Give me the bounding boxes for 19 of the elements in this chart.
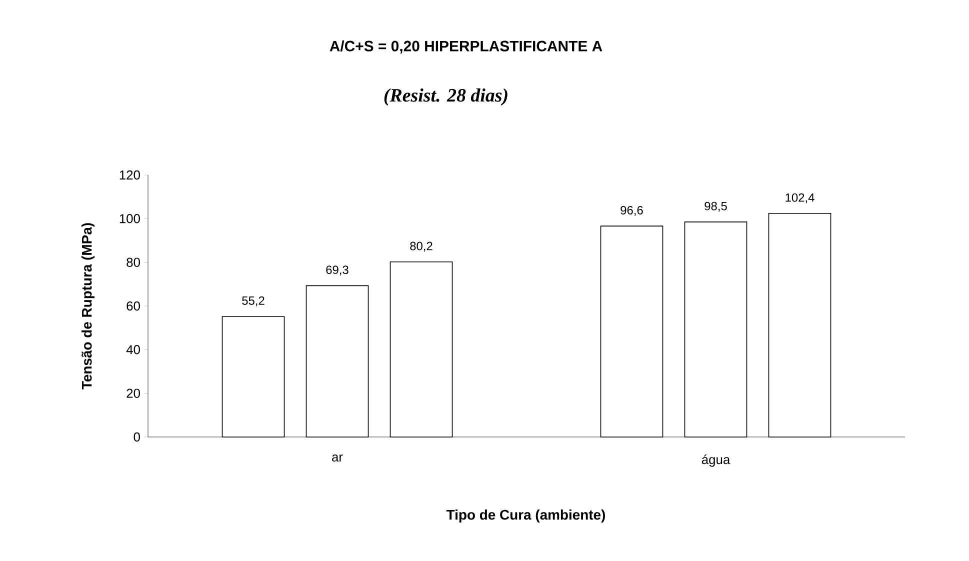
chart-title: A/C+S = 0,20 HIPERPLASTIFICANTE A (330, 40, 602, 54)
y-tick-label: 40 (126, 345, 140, 354)
y-tick-label: 120 (120, 170, 140, 180)
chart-subtitle: (Resist. 28 dias) (384, 88, 508, 106)
data-label: 69,3 (326, 266, 348, 276)
x-tick-label: água (702, 454, 730, 467)
data-label: 102,4 (786, 193, 814, 204)
y-tick-label: 0 (134, 432, 140, 442)
y-tick-label: 100 (120, 214, 140, 224)
data-label: 98,5 (704, 202, 727, 212)
x-tick-label: ar (332, 454, 343, 462)
y-tick-label: 80 (126, 258, 140, 267)
data-label: 80,2 (410, 242, 432, 252)
data-label: 55,2 (242, 296, 264, 306)
y-axis-title: Tensão de Ruptura (MPa) (82, 223, 95, 390)
data-label: 96,6 (620, 206, 643, 216)
x-axis-title: Tipo de Cura (ambiente) (446, 509, 605, 522)
y-tick-label: 20 (126, 388, 140, 398)
y-tick-label: 60 (126, 301, 140, 311)
